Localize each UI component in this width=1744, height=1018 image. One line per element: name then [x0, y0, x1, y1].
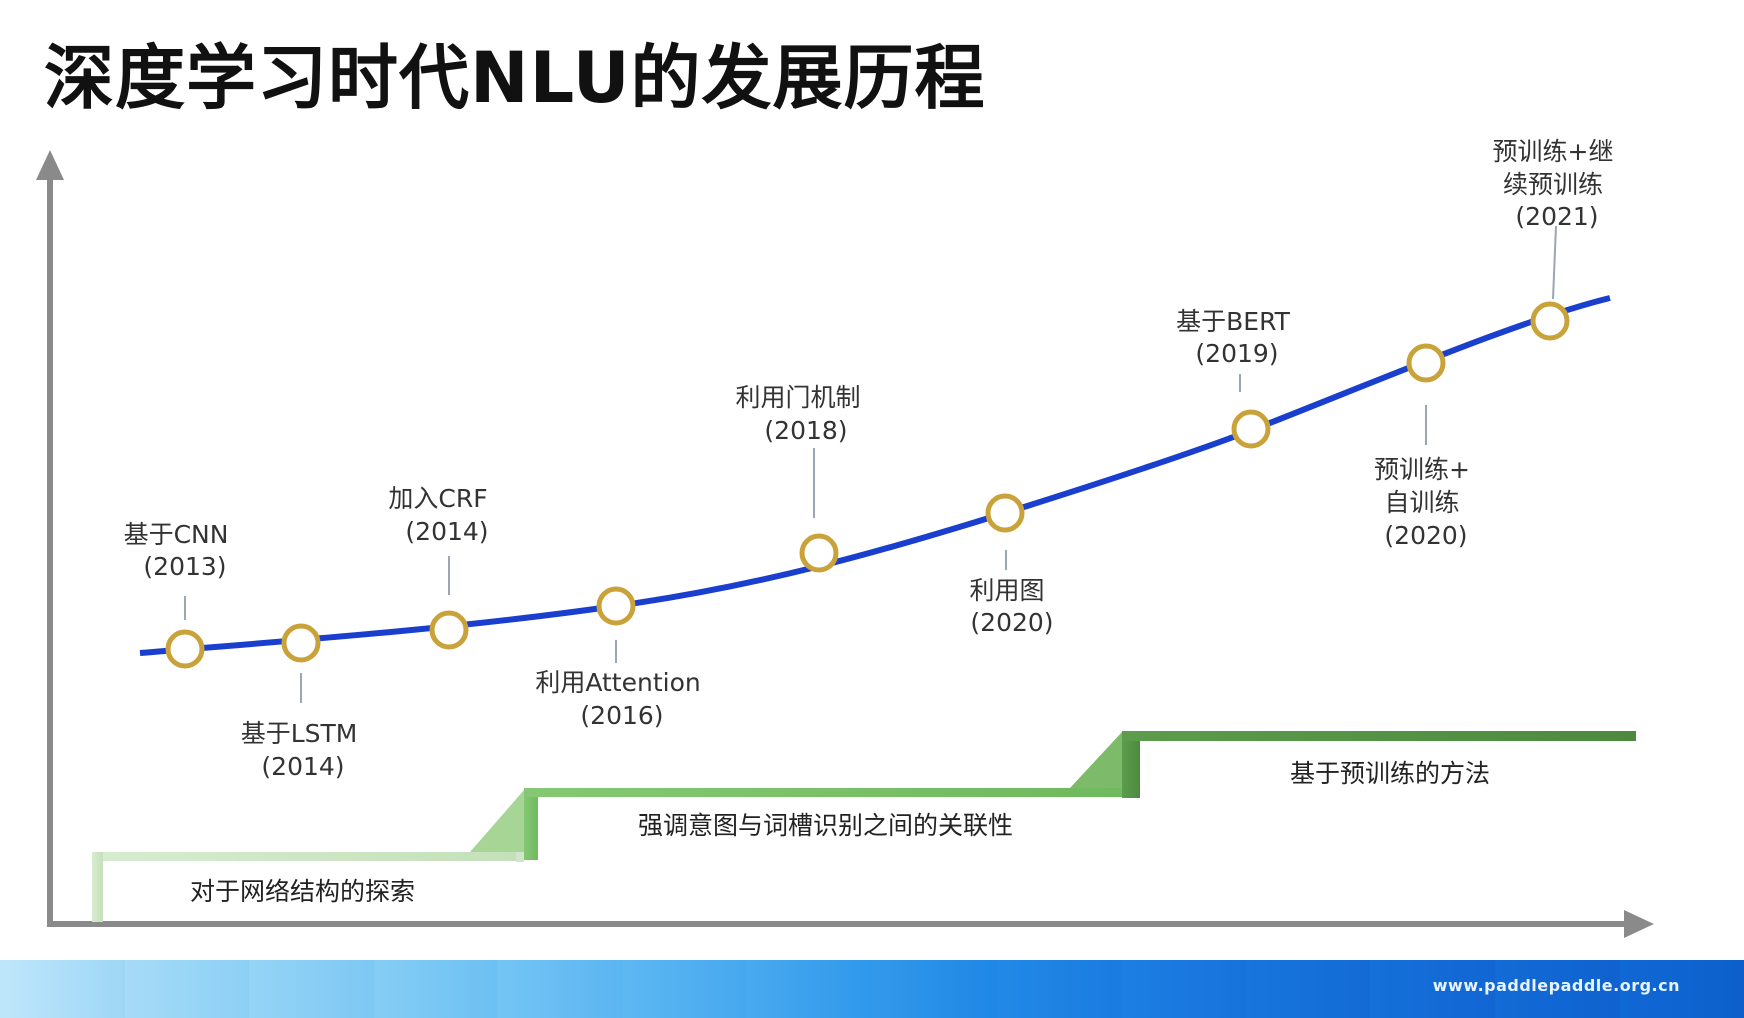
milestone: 基于LSTM (2014)	[241, 623, 366, 781]
footer-segment	[747, 960, 873, 1018]
growth-curve	[139, 295, 1611, 656]
footer-bar	[0, 960, 1744, 1018]
x-axis-arrow-icon	[1624, 910, 1654, 938]
milestone: 基于BERT (2019)	[1176, 307, 1298, 449]
milestone-label: 利用Attention (2016)	[535, 668, 708, 730]
stage-3: 基于预训练的方法	[1070, 731, 1636, 798]
milestone-label: 利用图 (2020)	[970, 576, 1054, 637]
footer-segment	[0, 960, 125, 1018]
footer-segment	[1619, 960, 1744, 1018]
milestone: 预训练+ 自训练 (2020)	[1374, 343, 1478, 550]
milestone-label: 利用门机制 (2018)	[736, 383, 869, 445]
footer-segment	[1121, 960, 1246, 1018]
milestone: 利用门机制 (2018)	[736, 383, 869, 573]
stage-label: 基于预训练的方法	[1290, 759, 1490, 788]
stage-2: 强调意图与词槽识别之间的关联性	[470, 788, 1122, 860]
milestone-node	[799, 533, 839, 573]
footer-segment	[622, 960, 748, 1018]
milestone: 基于CNN (2013)	[124, 520, 237, 669]
milestone-node	[596, 586, 636, 626]
milestone-node	[429, 610, 469, 650]
milestone: 利用图 (2020)	[970, 493, 1054, 637]
milestone-label: 预训练+ 自训练 (2020)	[1374, 455, 1478, 550]
milestone-node	[1406, 343, 1446, 383]
footer-url: www.paddlepaddle.org.cn	[1432, 976, 1680, 995]
footer-segment	[1245, 960, 1371, 1018]
milestone-label: 加入CRF (2014)	[388, 484, 495, 546]
footer-segment	[124, 960, 250, 1018]
milestone: 加入CRF (2014)	[388, 484, 495, 650]
milestone-node	[985, 493, 1025, 533]
footer-segment	[249, 960, 374, 1018]
footer-segment	[1370, 960, 1495, 1018]
stage-1: 对于网络结构的探索	[92, 852, 524, 922]
milestone: 预训练+继 续预训练 (2021)	[1493, 137, 1622, 341]
milestone-node	[281, 623, 321, 663]
footer-segment	[498, 960, 623, 1018]
milestone-label: 基于BERT (2019)	[1176, 307, 1298, 368]
footer-segment	[996, 960, 1122, 1018]
milestone: 利用Attention (2016)	[535, 586, 708, 730]
stage-label: 对于网络结构的探索	[190, 877, 415, 906]
milestone-label: 基于LSTM (2014)	[241, 719, 366, 781]
milestone-label: 基于CNN (2013)	[124, 520, 237, 581]
footer-segment	[1494, 960, 1620, 1018]
milestone-node	[165, 629, 205, 669]
y-axis-arrow-icon	[36, 150, 64, 180]
milestone-node	[1231, 409, 1271, 449]
milestone-label: 预训练+继 续预训练 (2021)	[1493, 137, 1622, 231]
page-title: 深度学习时代NLU的发展历程	[44, 37, 986, 119]
footer-segment	[872, 960, 997, 1018]
stage-label: 强调意图与词槽识别之间的关联性	[638, 811, 1013, 840]
footer-segment	[373, 960, 499, 1018]
milestone-node	[1530, 301, 1570, 341]
